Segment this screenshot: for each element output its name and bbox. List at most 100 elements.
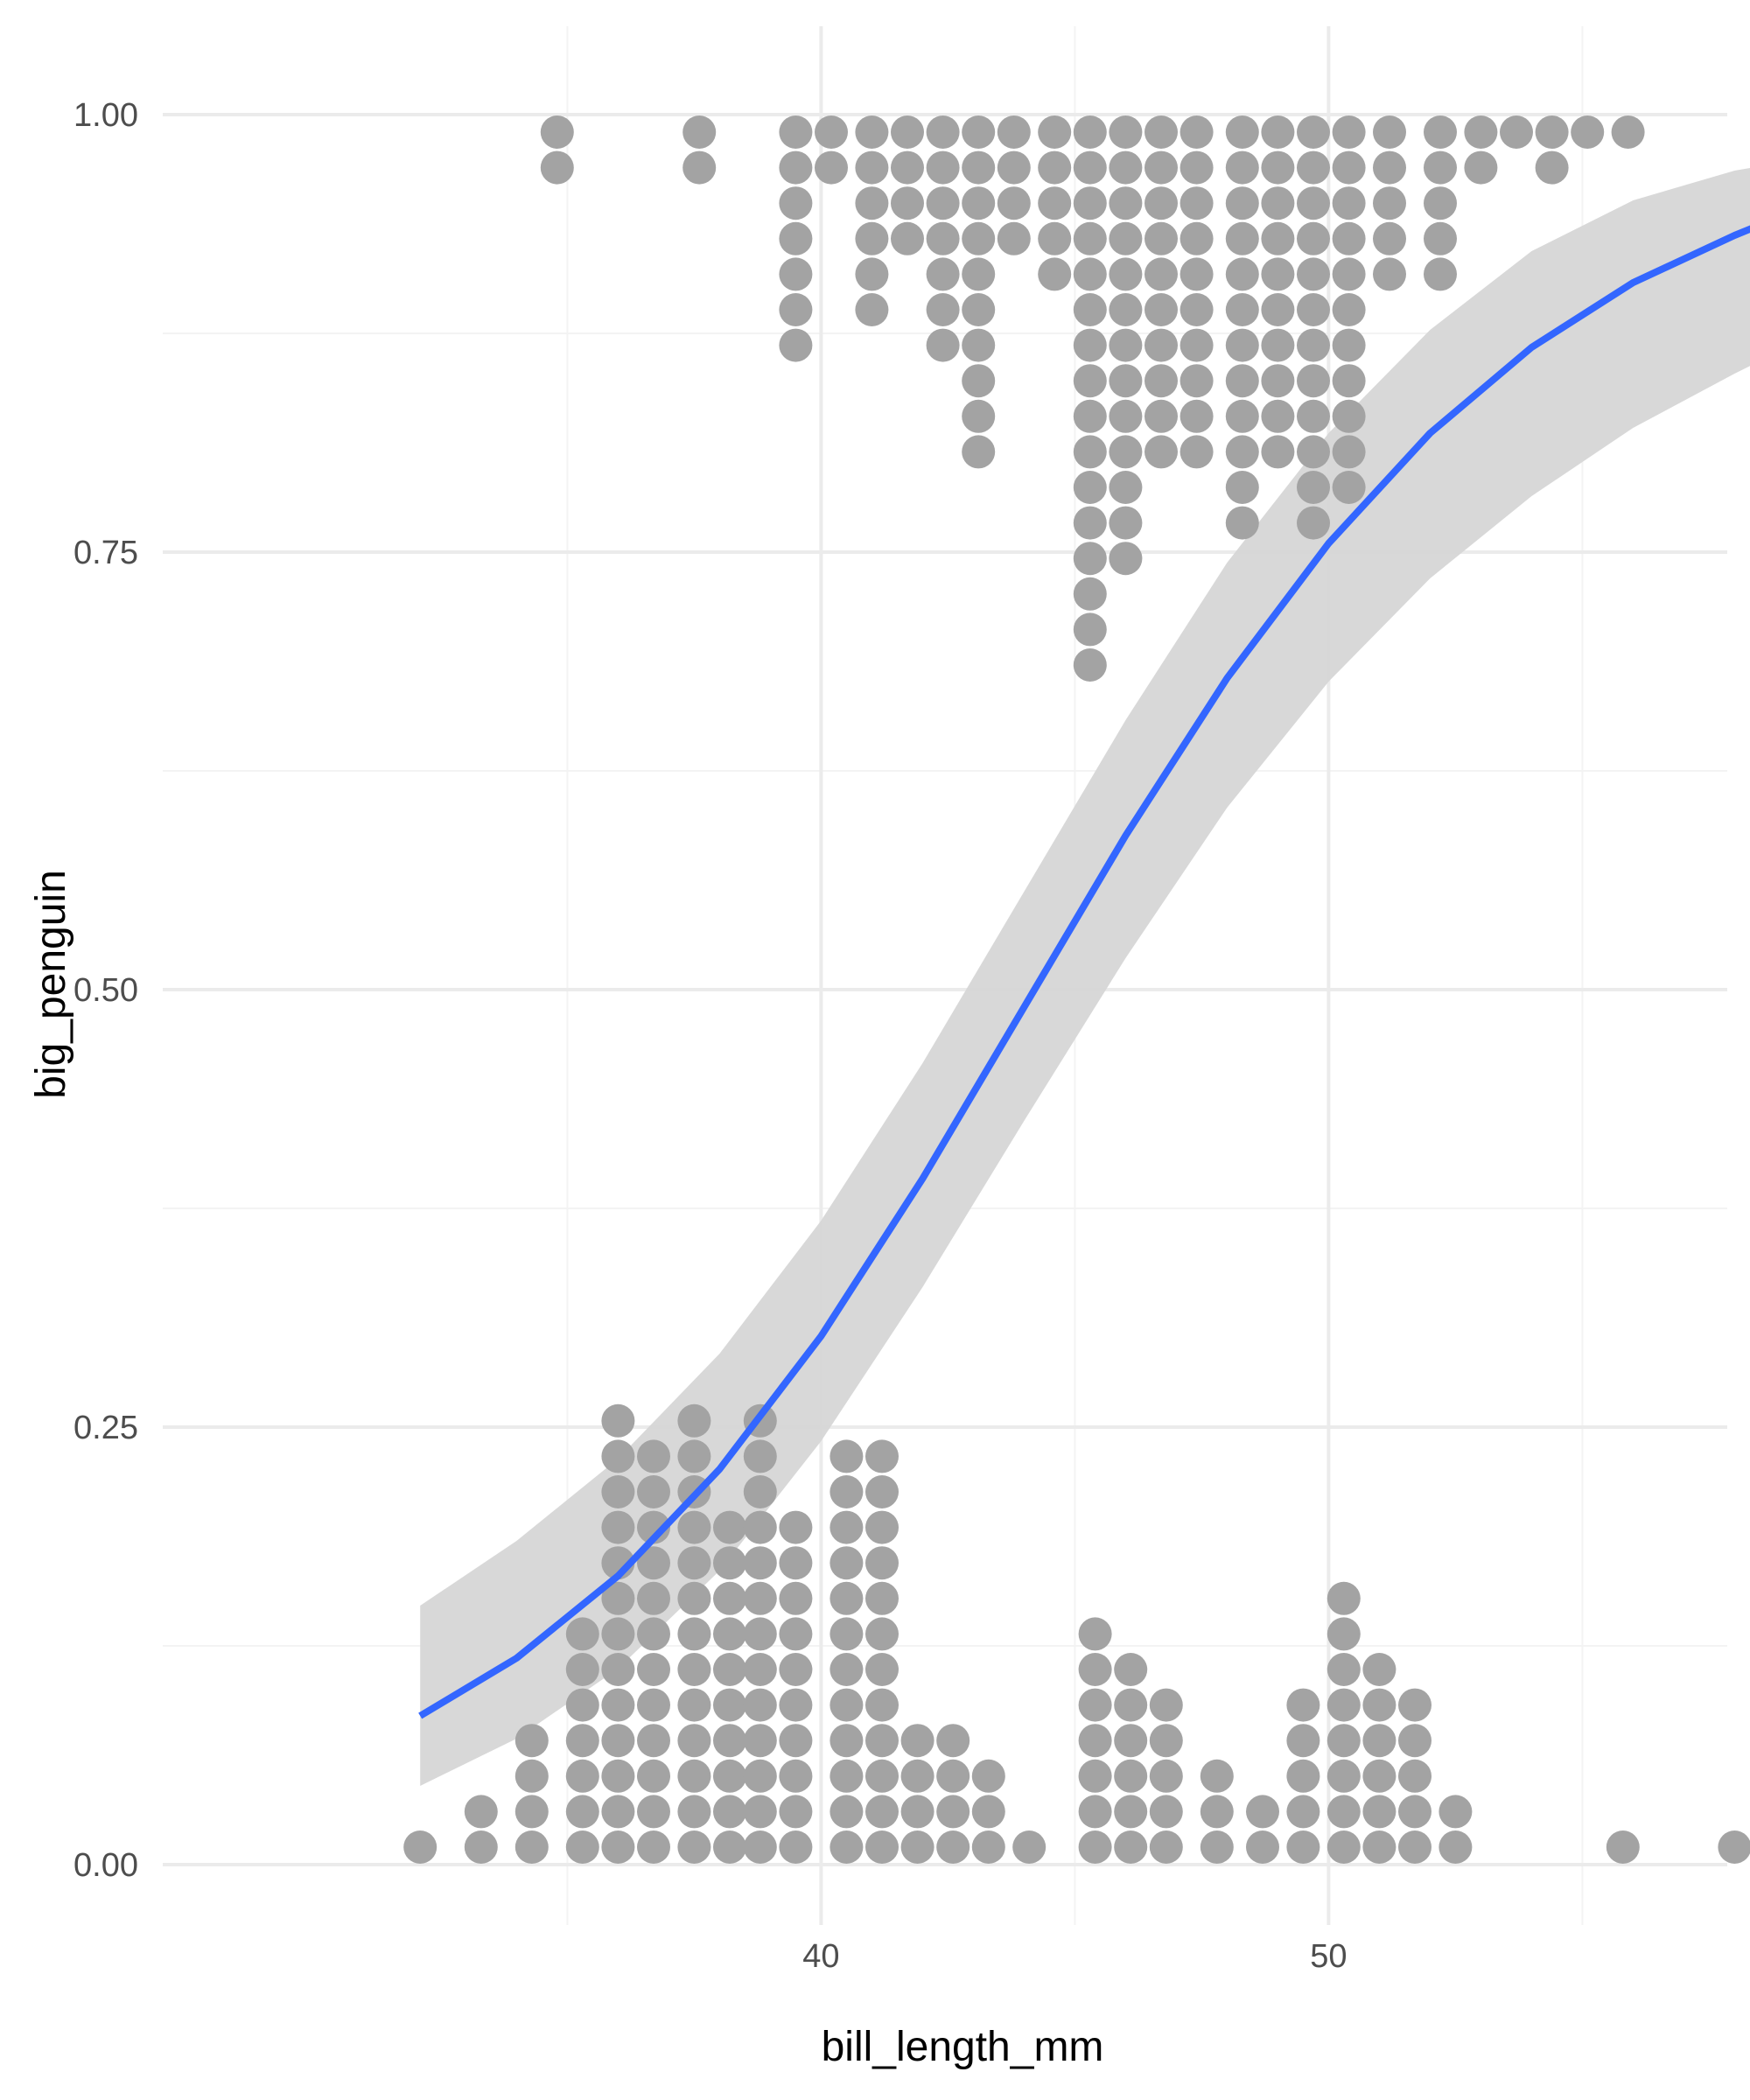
data-point [936, 1759, 970, 1793]
data-point [1109, 150, 1143, 185]
data-point [565, 1688, 599, 1722]
data-point [1464, 116, 1498, 149]
data-point [1326, 1830, 1361, 1864]
data-point [565, 1653, 599, 1686]
data-point [1286, 1830, 1320, 1864]
data-point [1297, 116, 1330, 149]
data-point [1326, 1795, 1361, 1829]
data-point [464, 1795, 498, 1829]
data-point [1326, 1688, 1361, 1722]
data-point [1073, 506, 1107, 540]
data-point [900, 1795, 934, 1829]
data-point [565, 1830, 599, 1864]
data-point [865, 1688, 899, 1722]
data-point [1144, 150, 1178, 185]
data-point [962, 399, 996, 433]
data-point [1073, 612, 1107, 647]
data-point [1373, 186, 1406, 220]
data-point [962, 186, 996, 220]
data-point [1180, 257, 1214, 291]
data-point [1332, 435, 1366, 469]
data-point [962, 116, 996, 149]
data-point [1225, 116, 1259, 149]
data-point [1332, 257, 1366, 291]
data-point [1398, 1830, 1432, 1864]
data-point [1373, 150, 1406, 185]
data-point [1398, 1724, 1432, 1758]
data-point [1109, 221, 1143, 256]
data-point [865, 1546, 899, 1580]
data-point [830, 1830, 864, 1864]
data-point [1297, 328, 1330, 362]
data-point [1149, 1795, 1183, 1829]
data-point [540, 150, 574, 185]
data-point [1149, 1830, 1183, 1864]
data-point [1297, 150, 1330, 185]
data-point [855, 186, 889, 220]
data-point [1073, 542, 1107, 576]
data-point [677, 1795, 711, 1829]
data-point [1424, 186, 1457, 220]
data-point [855, 293, 889, 326]
data-point [1109, 186, 1143, 220]
data-point [514, 1759, 549, 1793]
data-point [1332, 186, 1366, 220]
data-point [830, 1439, 864, 1474]
data-point [1012, 1830, 1046, 1864]
data-point [1078, 1759, 1112, 1793]
data-point [1180, 328, 1214, 362]
data-point [1326, 1617, 1361, 1651]
data-point [743, 1475, 777, 1508]
data-point [997, 186, 1031, 220]
data-point [1073, 293, 1107, 326]
data-point [779, 328, 813, 362]
data-point [1144, 257, 1178, 291]
data-point [1109, 328, 1143, 362]
data-point [601, 1795, 635, 1829]
data-point [1180, 221, 1214, 256]
x-tick-label: 40 [802, 1938, 839, 1975]
data-point [971, 1759, 1005, 1793]
data-point [1261, 293, 1295, 326]
data-point [743, 1546, 777, 1580]
data-point [1078, 1688, 1112, 1722]
data-point [936, 1795, 970, 1829]
data-point [1332, 471, 1366, 504]
data-point [403, 1830, 438, 1864]
data-point [677, 1546, 711, 1580]
data-point [1073, 435, 1107, 469]
data-point [1109, 435, 1143, 469]
data-point [779, 221, 813, 256]
data-point [1180, 150, 1214, 185]
data-point [1225, 399, 1259, 433]
data-point [1114, 1688, 1148, 1722]
data-point [601, 1617, 635, 1651]
data-point [830, 1653, 864, 1686]
data-point [713, 1830, 746, 1864]
data-point [815, 116, 848, 149]
data-point [962, 221, 996, 256]
data-point [779, 1653, 813, 1686]
data-point [1373, 257, 1406, 291]
data-point [1326, 1653, 1361, 1686]
data-point [779, 1546, 813, 1580]
data-point [1261, 257, 1295, 291]
data-point [1073, 648, 1107, 682]
data-point [1078, 1795, 1112, 1829]
data-point [1078, 1617, 1112, 1651]
data-point [713, 1546, 746, 1580]
data-point [1225, 328, 1259, 362]
data-point [1109, 506, 1143, 540]
data-point [1438, 1795, 1473, 1829]
data-point [1078, 1653, 1112, 1686]
data-point [743, 1688, 777, 1722]
data-point [1500, 116, 1533, 149]
y-tick-label: 0.75 [74, 535, 138, 571]
data-point [1114, 1724, 1148, 1758]
data-point [779, 150, 813, 185]
data-point [601, 1581, 635, 1615]
data-point [891, 116, 924, 149]
data-point [1718, 1830, 1750, 1864]
data-point [1261, 435, 1295, 469]
data-point [514, 1724, 549, 1758]
